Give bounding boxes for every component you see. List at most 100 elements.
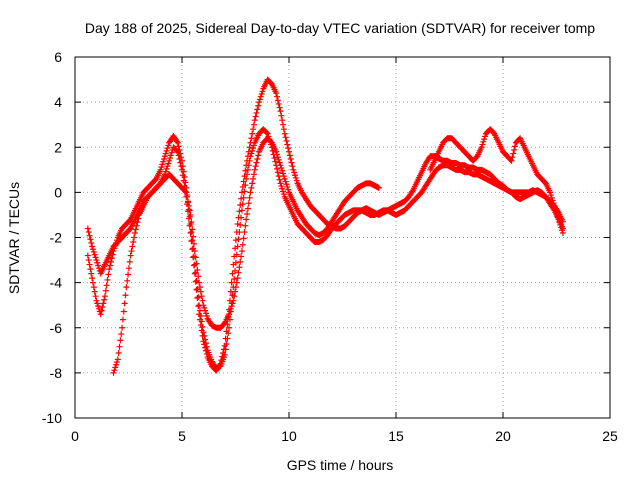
data-point-sample — [197, 322, 204, 329]
data-point — [226, 324, 233, 331]
data-point-sample — [244, 205, 251, 212]
data-point-sample — [245, 148, 252, 155]
data-point-sample — [280, 170, 287, 177]
data-point-sample — [132, 226, 139, 233]
y-tick-label: -8 — [50, 365, 63, 381]
data-point-sample — [131, 234, 138, 241]
data-point-sample — [231, 276, 238, 283]
data-point-sample — [253, 109, 260, 116]
data-point-sample — [101, 296, 108, 303]
y-tick-label: 0 — [54, 184, 62, 200]
data-point-sample — [88, 239, 95, 246]
data-point-sample — [164, 163, 171, 170]
data-point-sample — [168, 149, 175, 156]
data-point-sample — [178, 163, 185, 170]
data-point-sample — [249, 147, 256, 154]
data-point — [200, 302, 207, 309]
data-point — [196, 311, 203, 318]
data-point-sample — [203, 313, 210, 320]
data-point — [547, 189, 554, 196]
data-point-sample — [280, 126, 287, 133]
data-point-sample — [237, 202, 244, 209]
data-point-sample — [232, 284, 239, 291]
data-point-sample — [254, 155, 261, 162]
data-point-sample — [276, 159, 283, 166]
data-point-sample — [86, 232, 93, 239]
y-tick-label: -2 — [50, 230, 63, 246]
data-point — [110, 369, 117, 376]
data-point-sample — [196, 307, 203, 314]
data-point-sample — [258, 91, 265, 98]
data-point-sample — [126, 258, 133, 265]
data-point-sample — [104, 276, 111, 283]
data-point-sample — [244, 157, 251, 164]
data-point-sample — [119, 316, 126, 323]
data-point-sample — [283, 137, 290, 144]
data-point-sample — [279, 117, 286, 124]
data-point-sample — [275, 100, 282, 107]
data-point — [277, 108, 284, 115]
data-point-sample — [122, 292, 129, 299]
data-point-sample — [85, 229, 92, 236]
data-point-sample — [552, 205, 559, 212]
data-point-sample — [255, 102, 262, 109]
data-point-sample — [274, 165, 281, 172]
data-point — [217, 360, 224, 367]
data-point-sample — [173, 138, 180, 145]
data-point-sample — [196, 316, 203, 323]
data-point-sample — [91, 251, 98, 258]
data-point-sample — [120, 308, 127, 315]
data-point-sample — [196, 284, 203, 291]
y-tick-label: -10 — [42, 410, 62, 426]
data-point-sample — [274, 154, 281, 161]
data-point-sample — [86, 261, 93, 268]
data-point — [93, 257, 100, 264]
data-point-sample — [190, 240, 197, 247]
data-point-sample — [282, 134, 289, 141]
data-point-sample — [175, 152, 182, 159]
data-point-sample — [193, 286, 200, 293]
data-point-sample — [201, 341, 208, 348]
data-point — [559, 229, 566, 236]
data-point-sample — [197, 288, 204, 295]
data-point — [84, 252, 91, 259]
data-point-sample — [246, 194, 253, 201]
data-point-sample — [253, 159, 260, 166]
data-point-sample — [91, 288, 98, 295]
data-point-sample — [237, 258, 244, 265]
data-point-sample — [199, 297, 206, 304]
data-point-sample — [482, 133, 489, 140]
data-point — [187, 229, 194, 236]
x-tick-label: 5 — [178, 428, 186, 444]
data-point-sample — [232, 288, 239, 295]
data-point-sample — [276, 104, 283, 111]
data-point-sample — [100, 300, 107, 307]
data-point-sample — [102, 287, 109, 294]
data-point-sample — [549, 197, 556, 204]
y-tick-label: 4 — [54, 94, 62, 110]
data-point — [97, 311, 104, 318]
data-point-sample — [198, 327, 205, 334]
data-point-sample — [167, 152, 174, 159]
data-point — [196, 279, 203, 286]
data-point-sample — [115, 350, 122, 357]
data-point-sample — [248, 184, 255, 191]
data-point-sample — [286, 152, 293, 159]
data-point — [234, 275, 241, 282]
data-point-sample — [233, 229, 240, 236]
data-point-sample — [511, 143, 518, 150]
data-point-sample — [189, 237, 196, 244]
data-point-sample — [118, 331, 125, 338]
data-point — [251, 117, 258, 124]
grid-lines — [75, 57, 610, 418]
data-point — [106, 266, 113, 273]
data-point-sample — [185, 202, 192, 209]
data-point-sample — [192, 254, 199, 261]
data-point-sample — [198, 293, 205, 300]
data-point-sample — [239, 241, 246, 248]
data-point-sample — [233, 279, 240, 286]
data-point-sample — [285, 186, 292, 193]
data-point-sample — [163, 165, 170, 172]
data-point-sample — [556, 219, 563, 226]
